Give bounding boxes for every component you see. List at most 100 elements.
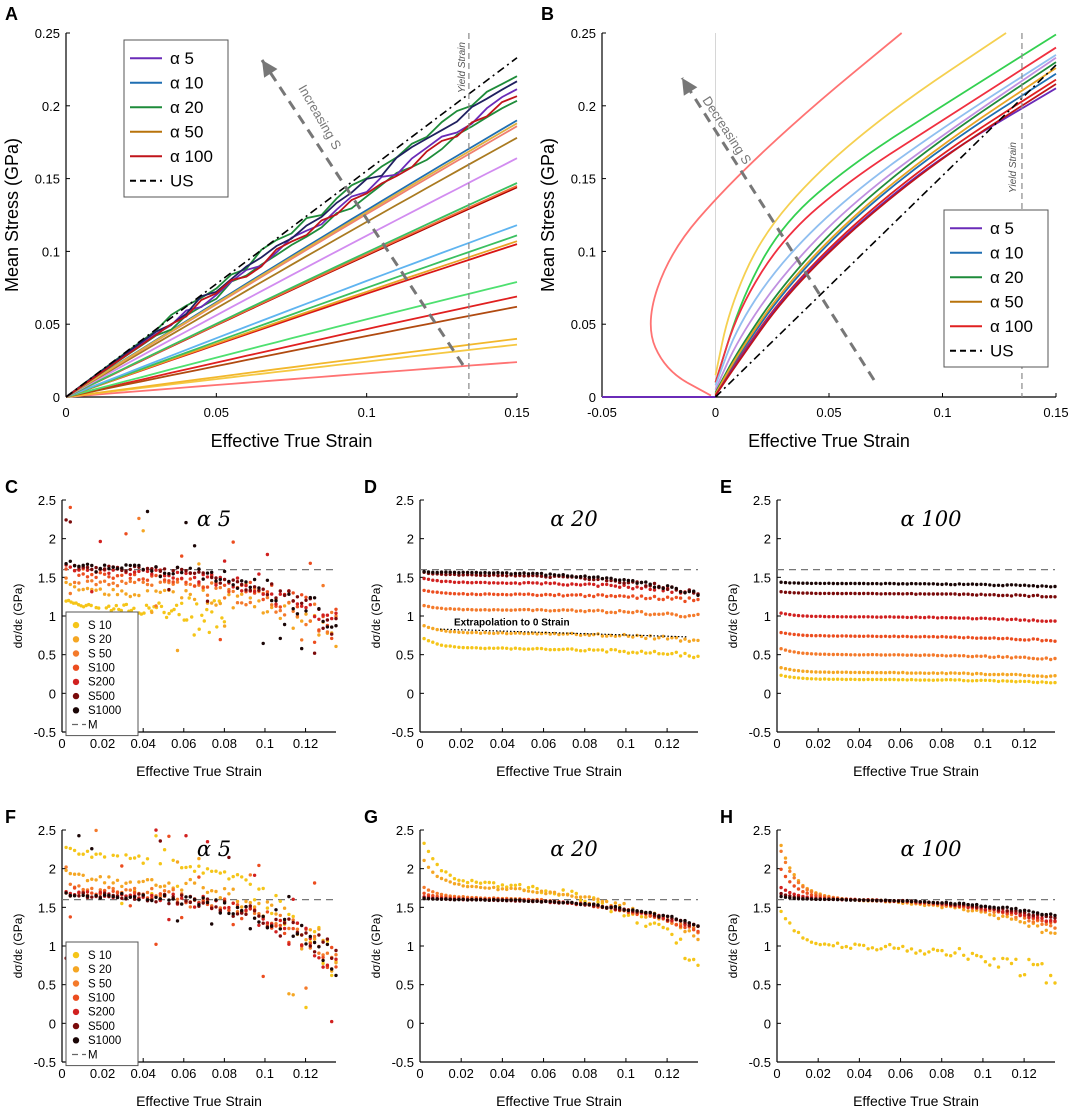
data-point (300, 619, 304, 623)
data-point (205, 571, 210, 575)
data-point (975, 593, 979, 597)
data-point (665, 587, 670, 592)
data-point (518, 571, 522, 576)
data-point (177, 612, 181, 617)
data-point (1040, 680, 1044, 684)
data-point (931, 653, 935, 657)
data-point (583, 574, 587, 578)
data-point (295, 612, 300, 616)
data-point (115, 891, 120, 895)
legend-label: M (88, 719, 98, 731)
data-point (957, 592, 962, 597)
x-axis-label: Effective True Strain (853, 763, 979, 779)
data-point (312, 950, 317, 954)
data-point (914, 582, 918, 586)
data-point (596, 593, 600, 597)
data-point (535, 899, 539, 903)
data-point (330, 632, 334, 636)
data-point (513, 646, 518, 650)
data-point (231, 606, 235, 610)
panel-label: G (364, 807, 378, 827)
data-point (1009, 961, 1014, 966)
data-point (487, 592, 491, 596)
data-point (983, 904, 988, 908)
y-tick-label: -0.5 (392, 1055, 414, 1070)
data-point (1014, 680, 1018, 684)
data-point (478, 881, 483, 885)
legend-item: α 5 (130, 49, 194, 68)
data-point (162, 884, 167, 888)
data-point (304, 605, 308, 610)
data-point (944, 592, 948, 596)
data-point (240, 905, 244, 909)
data-point (1009, 637, 1014, 641)
data-point (115, 878, 120, 882)
data-point (792, 876, 796, 880)
data-point (875, 677, 879, 682)
data-point (849, 581, 853, 586)
data-point (883, 653, 888, 657)
y-tick-label: 0.5 (753, 978, 771, 993)
data-point (188, 592, 192, 597)
data-point (71, 601, 76, 605)
data-point (483, 886, 487, 890)
data-point (539, 593, 544, 597)
data-point (849, 670, 853, 675)
data-point (814, 581, 818, 585)
data-point (222, 569, 227, 574)
data-point (291, 920, 295, 925)
data-point (435, 862, 439, 867)
data-point (875, 653, 879, 657)
data-point (835, 677, 840, 681)
data-point (435, 642, 439, 646)
data-point (814, 897, 818, 901)
data-point (570, 900, 574, 905)
data-point (102, 855, 107, 859)
panel-label: H (720, 807, 733, 827)
data-point (849, 615, 853, 619)
data-point (866, 677, 870, 682)
data-point (184, 899, 188, 903)
data-point (90, 563, 94, 568)
data-point (300, 947, 304, 951)
data-point (114, 603, 119, 608)
data-point (448, 579, 452, 584)
data-point (853, 615, 857, 619)
data-point (261, 641, 265, 646)
data-point (422, 858, 426, 863)
y-tick-label: 0.2 (578, 99, 596, 114)
data-point (431, 897, 435, 901)
data-point (308, 619, 312, 623)
data-point (996, 593, 1001, 598)
data-point (107, 885, 111, 890)
data-point (98, 888, 103, 892)
data-point (605, 906, 609, 910)
data-point (587, 647, 591, 652)
data-point (265, 610, 270, 614)
y-tick-label: 2.5 (38, 493, 56, 508)
data-point (308, 595, 312, 600)
data-point (461, 608, 465, 612)
data-point (321, 953, 325, 957)
legend-item: α 10 (950, 243, 1023, 262)
data-point (513, 608, 518, 612)
data-point (866, 582, 870, 586)
data-point (914, 635, 918, 639)
data-point (300, 601, 304, 605)
series-s10 (779, 673, 1057, 685)
data-point (192, 584, 197, 588)
data-point (201, 571, 205, 575)
data-point (180, 554, 184, 558)
data-point (857, 581, 862, 586)
data-point (622, 610, 626, 614)
x-tick-label: 0.05 (816, 405, 841, 420)
data-point (317, 945, 321, 949)
data-point (1049, 912, 1053, 916)
data-point (962, 678, 966, 683)
x-tick-label: 0.1 (974, 736, 992, 751)
data-point (678, 937, 683, 941)
data-point (696, 597, 700, 602)
data-point (1031, 593, 1036, 598)
data-point (308, 603, 312, 607)
x-tick-label: 0.08 (572, 736, 597, 751)
